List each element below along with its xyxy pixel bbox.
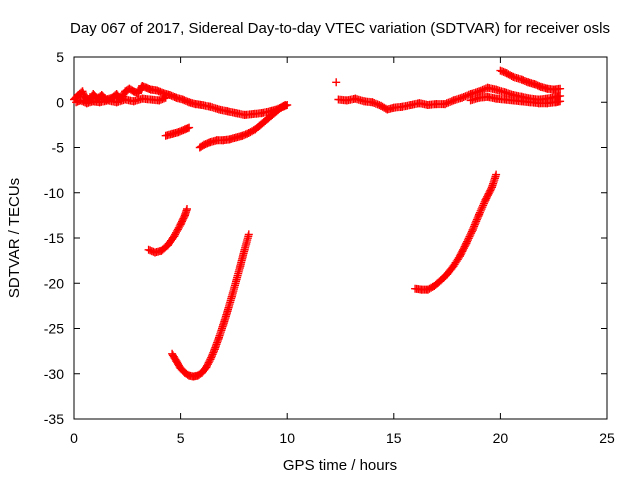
- data-point-marker: [170, 232, 179, 241]
- y-tick-label: 0: [56, 94, 64, 110]
- data-point-marker: [447, 97, 456, 106]
- x-axis-label: GPS time / hours: [283, 457, 397, 474]
- data-point-marker: [463, 237, 472, 246]
- plot-frame: [73, 56, 608, 420]
- data-point-marker: [462, 239, 471, 248]
- x-tick-label: 20: [493, 430, 509, 446]
- y-tick-label: -20: [44, 275, 64, 291]
- data-point-marker: [446, 97, 455, 106]
- data-point-marker: [467, 227, 476, 236]
- data-points: [70, 66, 565, 381]
- x-tick-label: 15: [386, 430, 402, 446]
- y-tick-label: 5: [56, 49, 64, 65]
- data-point-marker: [480, 197, 489, 206]
- data-point-marker: [207, 352, 216, 360]
- x-tick-label: 0: [70, 430, 78, 446]
- data-point-marker: [332, 78, 341, 87]
- data-point-marker: [442, 99, 451, 108]
- y-axis-label: SDTVAR / TECUs: [6, 178, 23, 298]
- data-point-marker: [183, 205, 191, 213]
- y-tick-label: -15: [44, 230, 64, 246]
- data-point-marker: [479, 201, 488, 210]
- data-point-marker: [463, 91, 472, 100]
- data-point-marker: [281, 101, 290, 109]
- data-point-marker: [476, 206, 485, 215]
- data-point-marker: [556, 97, 565, 106]
- x-axis-ticks: 0 5 10 15 20 25: [70, 57, 615, 446]
- data-point-marker: [478, 85, 487, 94]
- data-point-marker: [244, 230, 253, 239]
- data-point-marker: [475, 208, 484, 217]
- data-point-marker: [173, 225, 182, 234]
- data-point-marker: [492, 170, 501, 179]
- y-axis-ticks: 5 0 -5 -10 -15 -20 -25 -30 -35: [44, 49, 607, 427]
- data-point-marker: [475, 210, 484, 219]
- data-point-marker: [463, 236, 472, 244]
- data-point-marker: [479, 199, 488, 208]
- data-point-marker: [279, 101, 288, 110]
- data-point-marker: [464, 90, 473, 99]
- data-point-marker: [465, 232, 474, 241]
- y-tick-label: -25: [44, 321, 64, 337]
- y-tick-label: -30: [44, 366, 64, 382]
- data-point-marker: [478, 203, 487, 212]
- chart-title: Day 067 of 2017, Sidereal Day-to-day VTE…: [70, 20, 610, 37]
- data-point-marker: [477, 205, 486, 213]
- data-point-marker: [476, 86, 485, 95]
- data-point-marker: [487, 184, 496, 193]
- y-tick-label: -5: [52, 140, 65, 156]
- data-point-marker: [161, 93, 170, 102]
- data-point-marker: [461, 92, 470, 101]
- data-point-marker: [441, 100, 449, 109]
- data-point-marker: [464, 234, 473, 243]
- y-tick-label: -10: [44, 185, 64, 201]
- x-tick-label: 5: [177, 430, 185, 446]
- data-point-marker: [174, 223, 183, 232]
- data-point-marker: [472, 215, 481, 224]
- data-point-marker: [160, 94, 169, 103]
- data-point-marker: [556, 84, 565, 93]
- data-point-marker: [79, 89, 88, 98]
- x-tick-label: 25: [599, 430, 615, 446]
- data-point-marker: [371, 99, 380, 108]
- y-tick-label: -35: [44, 411, 64, 427]
- x-tick-label: 10: [279, 430, 295, 446]
- data-point-marker: [171, 230, 180, 239]
- data-point-marker: [185, 123, 194, 132]
